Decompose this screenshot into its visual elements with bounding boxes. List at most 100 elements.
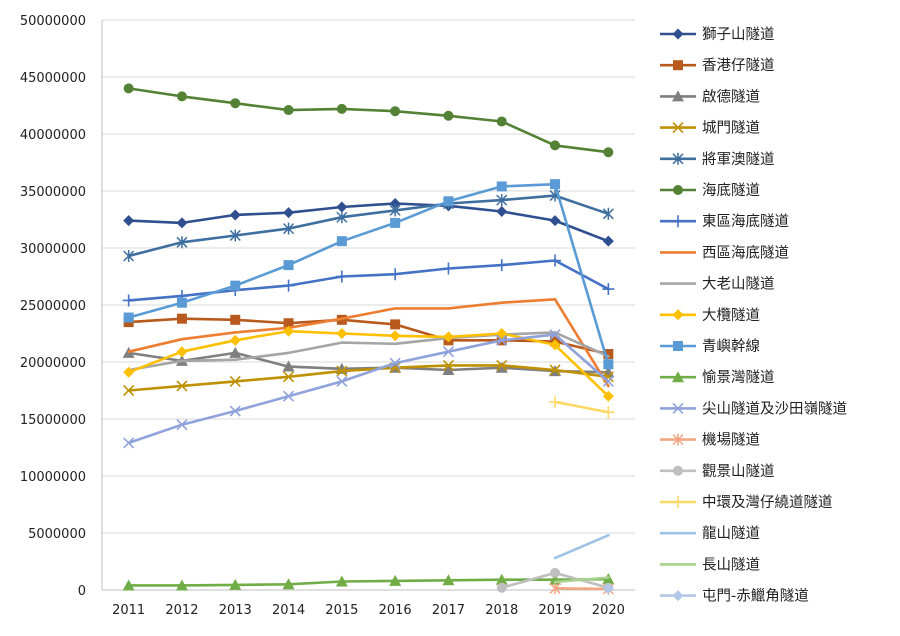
data-point-尖山隧道及沙田嶺隧道-2012 (176, 419, 188, 431)
legend-label: 觀景山隧道 (702, 463, 775, 480)
data-point-大欖隧道-2020 (602, 390, 614, 402)
data-point-西區海底隧道-2013 (233, 331, 237, 334)
data-point-觀景山隧道-2019 (550, 567, 561, 578)
data-point-將軍澳隧道-2020 (602, 207, 614, 220)
data-point-獅子山隧道-2020 (602, 235, 614, 247)
data-point-西區海底隧道-2017 (447, 307, 450, 310)
data-point-大老山隧道-2013 (233, 358, 237, 362)
series-line-尖山隧道及沙田嶺隧道 (128, 333, 610, 445)
data-point-啟德隧道-2017 (442, 363, 455, 375)
y-tick-label: 45000000 (20, 71, 86, 86)
data-point-西區海底隧道-2012 (180, 337, 184, 341)
legend-marker (672, 402, 684, 414)
data-point-大欖隧道-2017 (442, 331, 454, 343)
series-line-愉景灣隧道 (128, 577, 609, 587)
legend-item-城門隧道: 城門隧道 (660, 120, 760, 137)
legend-item-機場隧道: 機場隧道 (660, 432, 760, 449)
series-海底隧道 (123, 83, 614, 158)
legend-label: 西區海底隧道 (702, 244, 789, 261)
data-point-西區海底隧道-2019 (553, 298, 557, 301)
data-point-啟德隧道-2014 (282, 360, 295, 372)
data-point-將軍澳隧道-2012 (176, 236, 188, 249)
legend-label: 尖山隧道及沙田嶺隧道 (702, 400, 847, 417)
data-point-愉景灣隧道-2011 (122, 579, 135, 591)
data-point-獅子山隧道-2015 (336, 201, 348, 213)
y-tick-label: 25000000 (20, 299, 86, 314)
x-tick-label: 2016 (379, 603, 412, 618)
y-tick-label: 50000000 (20, 14, 86, 29)
x-tick-label: 2014 (272, 603, 305, 618)
data-point-大欖隧道-2015 (336, 328, 348, 339)
data-point-海底隧道-2015 (336, 103, 347, 114)
legend-marker (673, 465, 683, 476)
series-line-獅子山隧道 (128, 202, 609, 243)
legend-marker (672, 371, 684, 383)
data-point-城門隧道-2019 (549, 364, 561, 376)
data-point-城門隧道-2017 (442, 359, 455, 371)
legend-marker (672, 215, 684, 228)
data-point-愉景灣隧道-2018 (495, 573, 508, 585)
legend-item-觀景山隧道: 觀景山隧道 (660, 463, 775, 480)
data-point-龍山隧道-2019 (553, 556, 557, 560)
data-point-尖山隧道及沙田嶺隧道-2014 (282, 390, 295, 402)
data-point-城門隧道-2014 (282, 371, 295, 383)
legend-label: 東區海底隧道 (702, 213, 789, 230)
series-line-城門隧道 (128, 364, 609, 392)
data-point-香港仔隧道-2020 (603, 349, 614, 360)
series-中環及灣仔繞道隧道 (549, 395, 615, 419)
data-point-尖山隧道及沙田嶺隧道-2016 (389, 357, 401, 369)
data-point-香港仔隧道-2012 (176, 313, 187, 324)
legend-item-東區海底隧道: 東區海底隧道 (660, 213, 789, 230)
data-point-海底隧道-2020 (603, 147, 614, 158)
data-point-中環及灣仔繞道隧道-2019 (549, 395, 562, 408)
legend-label: 啟德隧道 (702, 88, 760, 105)
data-point-青嶼幹線-2019 (550, 179, 561, 190)
data-point-東區海底隧道-2015 (335, 270, 348, 283)
series-青嶼幹線 (123, 179, 614, 370)
data-point-香港仔隧道-2013 (230, 314, 241, 325)
legend-label: 香港仔隧道 (702, 57, 775, 74)
data-point-東區海底隧道-2019 (549, 254, 562, 267)
data-point-城門隧道-2011 (123, 384, 135, 397)
data-point-東區海底隧道-2014 (282, 279, 295, 292)
data-point-城門隧道-2015 (336, 365, 348, 377)
legend-label: 屯門-赤鱲角隧道 (702, 588, 809, 605)
legend-marker (672, 309, 684, 321)
data-point-將軍澳隧道-2013 (229, 229, 241, 242)
y-axis-tick-labels: 0 5000000 10000000 15000000 20000000 25000000… (20, 14, 86, 599)
y-tick-label: 40000000 (20, 128, 86, 143)
data-point-西區海底隧道-2015 (340, 317, 344, 320)
legend-label: 獅子山隧道 (702, 26, 775, 43)
x-tick-label: 2012 (165, 603, 198, 618)
data-point-大欖隧道-2019 (549, 339, 561, 351)
legend-item-中環及灣仔繞道隧道: 中環及灣仔繞道隧道 (660, 494, 833, 511)
legend-marker (672, 433, 684, 446)
data-point-海底隧道-2013 (230, 98, 241, 109)
legend-item-青嶼幹線: 青嶼幹線 (660, 337, 760, 355)
series-line-將軍澳隧道 (128, 194, 609, 258)
series-line-龍山隧道 (554, 534, 609, 560)
data-point-將軍澳隧道-2014 (283, 222, 295, 235)
data-point-獅子山隧道-2012 (176, 217, 188, 229)
data-point-尖山隧道及沙田嶺隧道-2018 (496, 334, 508, 346)
legend-label: 大老山隧道 (702, 276, 775, 293)
y-tick-label: 35000000 (20, 185, 86, 200)
data-point-東區海底隧道-2011 (122, 294, 135, 307)
data-point-大老山隧道-2016 (393, 342, 397, 346)
data-point-大欖隧道-2014 (283, 325, 295, 337)
data-point-香港仔隧道-2016 (390, 319, 401, 330)
data-point-大欖隧道-2012 (176, 346, 188, 358)
legend-item-西區海底隧道: 西區海底隧道 (660, 244, 789, 261)
axes (101, 20, 635, 591)
legend-item-啟德隧道: 啟德隧道 (660, 88, 760, 105)
plot-area-series (122, 83, 615, 595)
data-point-尖山隧道及沙田嶺隧道-2015 (336, 375, 348, 387)
legend-label: 海底隧道 (702, 182, 760, 199)
series-line-中環及灣仔繞道隧道 (554, 400, 609, 414)
legend: 獅子山隧道香港仔隧道啟德隧道城門隧道將軍澳隧道海底隧道東區海底隧道西區海底隧道大… (660, 26, 847, 605)
series-line-海底隧道 (128, 87, 609, 154)
data-point-東區海底隧道-2020 (602, 283, 615, 296)
data-point-青嶼幹線-2013 (230, 280, 241, 291)
data-point-大老山隧道-2015 (340, 341, 344, 344)
